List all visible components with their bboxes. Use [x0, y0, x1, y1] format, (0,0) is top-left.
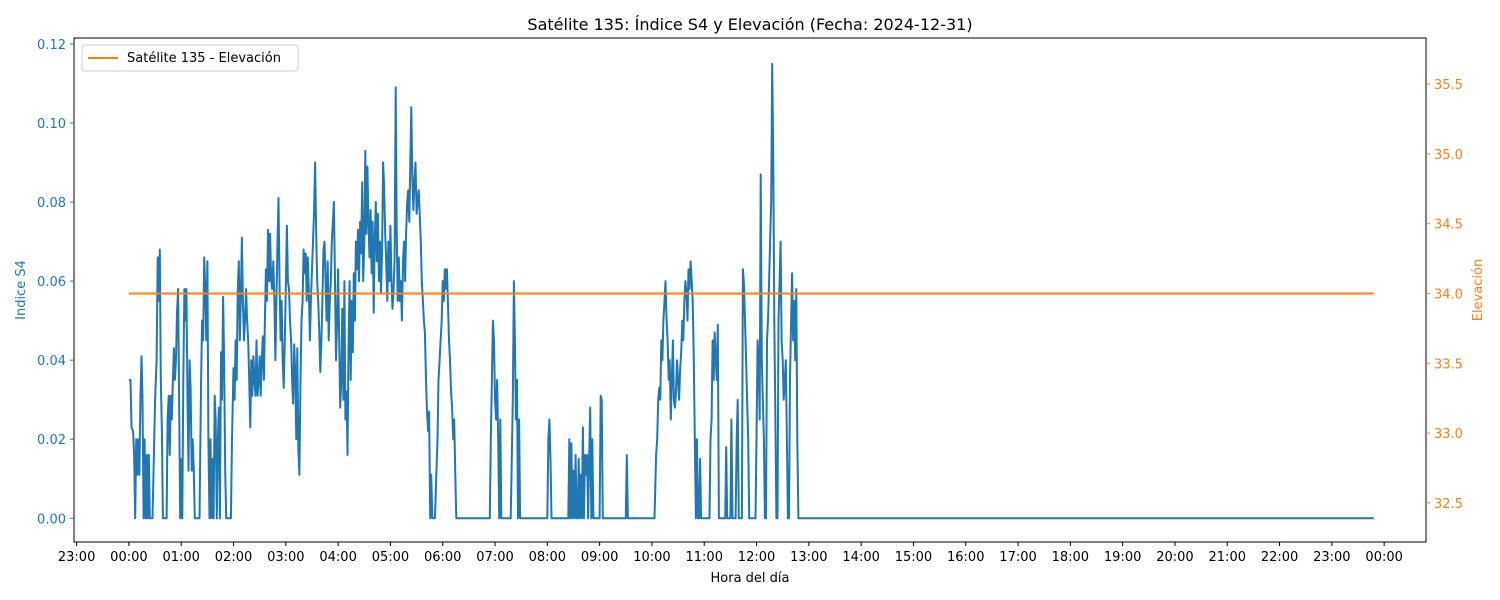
legend: Satélite 135 - Elevación: [81, 44, 299, 72]
right-y-axis: 32.5 33.0 33.5 34.0 34.5 35.0 35.5: [1426, 78, 1463, 512]
x-tick-label: 02:00: [215, 550, 252, 565]
y-left-tick-label: 0.06: [37, 275, 66, 290]
x-tick-label: 17:00: [999, 550, 1036, 565]
x-tick-label: 10:00: [633, 550, 670, 565]
x-tick-label: 03:00: [267, 550, 304, 565]
y-right-tick-label: 35.0: [1434, 148, 1463, 163]
y-left-tick-label: 0.08: [37, 196, 66, 211]
x-tick-label: 11:00: [686, 550, 723, 565]
x-tick-label: 00:00: [1365, 550, 1402, 565]
y-left-tick-label: 0.04: [37, 354, 66, 369]
x-tick-label: 15:00: [895, 550, 932, 565]
x-tick-label: 08:00: [529, 550, 566, 565]
x-tick-label: 23:00: [1313, 550, 1350, 565]
x-axis-label: Hora del día: [711, 571, 790, 586]
plot-frame: [73, 37, 1427, 543]
y-right-tick-label: 34.5: [1434, 218, 1463, 233]
y-left-tick-label: 0.12: [37, 38, 66, 53]
series-line-s4: [128, 62, 1374, 520]
chart-title: Satélite 135: Índice S4 y Elevación (Fec…: [527, 15, 972, 34]
y-right-tick-label: 33.0: [1434, 427, 1463, 442]
x-tick-label: 12:00: [738, 550, 775, 565]
series-layer: [128, 62, 1374, 520]
x-tick-label: 16:00: [947, 550, 984, 565]
x-axis: 23:00 00:00 01:00 02:00 03:00 04:00 05:00 06:00…: [58, 542, 1403, 565]
x-tick-label: 04:00: [319, 550, 356, 565]
y-right-tick-label: 33.5: [1434, 357, 1463, 372]
y-left-tick-label: 0.10: [37, 117, 66, 132]
x-tick-label: 00:00: [110, 550, 147, 565]
y-right-tick-label: 35.5: [1434, 78, 1463, 93]
x-tick-label: 18:00: [1052, 550, 1089, 565]
x-tick-label: 06:00: [424, 550, 461, 565]
x-tick-label: 14:00: [842, 550, 879, 565]
x-tick-label: 07:00: [476, 550, 513, 565]
x-tick-label: 21:00: [1209, 550, 1246, 565]
x-tick-label: 19:00: [1104, 550, 1141, 565]
x-tick-label: 13:00: [790, 550, 827, 565]
legend-entry-elevation: Satélite 135 - Elevación: [127, 51, 281, 66]
y-left-tick-label: 0.02: [37, 433, 66, 448]
x-tick-label: 05:00: [372, 550, 409, 565]
x-tick-label: 01:00: [162, 550, 199, 565]
x-tick-label: 20:00: [1156, 550, 1193, 565]
x-tick-label: 22:00: [1261, 550, 1298, 565]
y-right-tick-label: 34.0: [1434, 287, 1463, 302]
legend-box: [81, 44, 299, 72]
right-y-axis-label: Elevación: [1471, 259, 1486, 321]
x-tick-label: 09:00: [581, 550, 618, 565]
left-y-axis-label: Indice S4: [14, 260, 29, 320]
x-tick-label: 23:00: [58, 550, 95, 565]
y-left-tick-label: 0.00: [37, 512, 66, 527]
left-y-axis: 0.00 0.02 0.04 0.06 0.08 0.10 0.12: [37, 38, 74, 527]
y-right-tick-label: 32.5: [1434, 497, 1463, 512]
